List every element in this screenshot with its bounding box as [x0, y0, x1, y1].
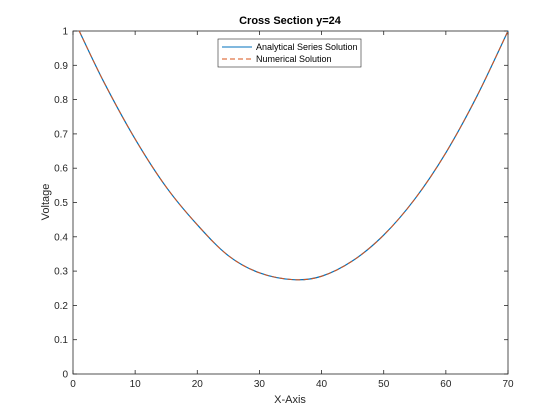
x-tick-label: 20	[192, 379, 204, 390]
y-tick-label: 0.1	[54, 335, 68, 346]
legend: Analytical Series Solution Numerical Sol…	[217, 38, 362, 68]
y-tick-label: 0	[62, 370, 68, 381]
y-tick-label: 0.2	[54, 301, 68, 312]
y-tick-label: 0.7	[54, 129, 68, 140]
x-tick-label: 60	[440, 379, 452, 390]
series-layer	[78, 30, 509, 281]
legend-label-analytical: Analytical Series Solution	[256, 42, 358, 52]
y-tick-label: 0.6	[54, 164, 68, 175]
x-tick-label: 30	[254, 379, 266, 390]
y-tick-label: 0.8	[54, 95, 68, 106]
plot-area	[72, 30, 509, 375]
x-tick-label: 50	[378, 379, 390, 390]
x-tick-label: 0	[70, 379, 76, 390]
y-tick-label: 0.4	[54, 232, 68, 243]
y-axis-label: Voltage	[40, 184, 52, 221]
x-tick-label: 40	[316, 379, 328, 390]
x-tick-label: 10	[130, 379, 142, 390]
chart-title: Cross Section y=24	[239, 15, 342, 27]
series-line-analytical	[78, 30, 509, 281]
x-axis-label: X-Axis	[274, 394, 306, 406]
legend-label-numerical: Numerical Solution	[256, 54, 332, 64]
legend-box	[217, 38, 362, 68]
axis-ticks: 0 10 20 30 40 50 60 70 0 0.1 0.2 0.3 0.4 0.5 0.6 0.7 0.8…	[54, 27, 514, 391]
y-tick-label: 0.3	[54, 267, 68, 278]
x-tick-label: 70	[502, 379, 514, 390]
y-tick-label: 1	[62, 27, 68, 38]
y-tick-label: 0.9	[54, 61, 68, 72]
y-tick-label: 0.5	[54, 198, 68, 209]
